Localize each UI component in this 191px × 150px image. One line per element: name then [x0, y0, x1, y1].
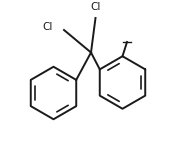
Text: Cl: Cl [90, 3, 101, 12]
Text: Cl: Cl [42, 22, 53, 32]
